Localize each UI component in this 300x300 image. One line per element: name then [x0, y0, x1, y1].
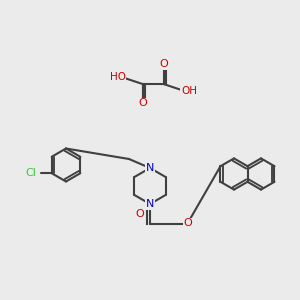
Text: N: N — [146, 199, 154, 209]
Text: N: N — [146, 163, 154, 173]
Text: Cl: Cl — [26, 168, 37, 178]
Text: OH: OH — [181, 86, 197, 97]
Text: O: O — [159, 59, 168, 70]
Text: O: O — [183, 218, 192, 229]
Text: HO: HO — [110, 71, 126, 82]
Text: O: O — [138, 98, 147, 109]
Text: O: O — [135, 209, 144, 219]
